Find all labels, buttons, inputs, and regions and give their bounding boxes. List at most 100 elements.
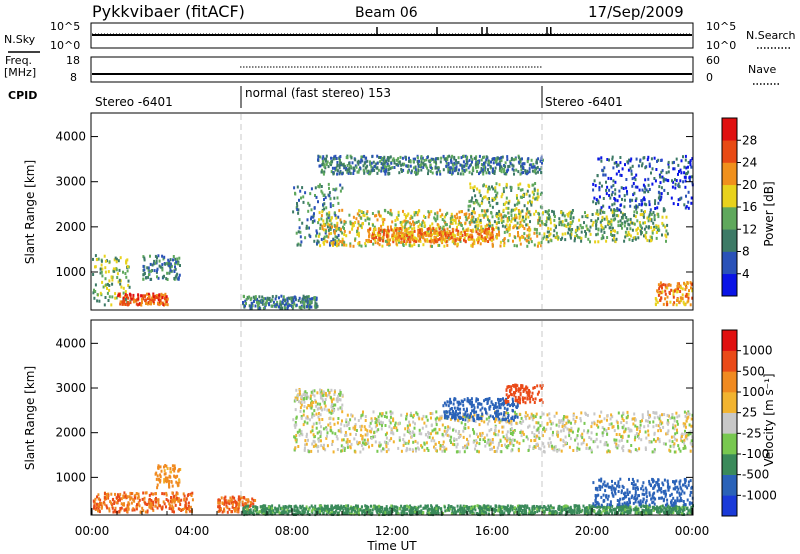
velocity-echo-cell xyxy=(180,508,183,512)
power-echo-cell xyxy=(501,192,504,196)
velocity-echo-cell xyxy=(426,509,429,513)
power-echo-cell xyxy=(498,209,501,213)
power-echo-cell xyxy=(627,218,630,222)
velocity-echo-cell xyxy=(622,505,625,509)
velocity-echo-cell xyxy=(389,511,392,515)
power-echo-cell xyxy=(533,212,536,216)
power-echo-cell xyxy=(380,166,383,170)
velocity-echo-cell xyxy=(397,512,400,516)
velocity-echo-cell xyxy=(160,469,163,473)
power-echo-cell xyxy=(492,161,495,165)
power-echo-cell xyxy=(487,168,489,172)
power-echo-cell xyxy=(352,223,355,227)
power-echo-cell xyxy=(689,163,692,167)
velocity-echo-cell xyxy=(627,511,630,515)
power-echo-cell xyxy=(606,236,609,239)
power-echo-cell xyxy=(521,195,523,199)
velocity-echo-cell xyxy=(419,510,422,514)
power-echo-cell xyxy=(495,212,498,215)
power-echo-cell xyxy=(328,213,331,217)
power-ylabel: Slant Range [km] xyxy=(23,160,37,264)
power-echo-cell xyxy=(500,159,503,163)
velocity-echo-cell xyxy=(166,479,169,483)
power-echo-cell xyxy=(368,233,371,237)
power-echo-cell xyxy=(395,216,398,220)
power-echo-cell xyxy=(330,163,332,167)
power-echo-cell xyxy=(339,227,342,231)
power-echo-cell xyxy=(430,166,433,170)
velocity-echo-cell xyxy=(110,492,113,496)
power-echo-cell xyxy=(366,210,369,214)
velocity-echo-cell xyxy=(171,500,174,504)
power-echo-cell xyxy=(471,172,474,176)
power-echo-cell xyxy=(491,169,494,173)
velocity-echo-cell xyxy=(618,505,621,509)
power-echo-cell xyxy=(506,155,509,159)
velocity-echo-cell xyxy=(339,508,342,512)
power-echo-cell xyxy=(175,260,178,264)
power-echo-cell xyxy=(634,199,637,203)
velocity-echo-cell xyxy=(387,510,390,514)
power-echo-cell xyxy=(417,234,420,238)
power-echo-cell xyxy=(386,156,389,160)
power-echo-cell xyxy=(640,232,643,236)
power-echo-cell xyxy=(323,165,326,169)
power-echo-cell xyxy=(677,282,680,286)
power-echo-cell xyxy=(348,161,351,165)
velocity-echo-cell xyxy=(440,509,443,513)
power-echo-cell xyxy=(484,224,487,228)
power-echo-cell xyxy=(512,208,514,212)
power-echo-cell xyxy=(116,272,119,276)
power-echo-cell xyxy=(333,223,336,227)
velocity-echo-cell xyxy=(219,499,221,503)
velocity-echo-cell xyxy=(557,507,560,511)
velocity-echo-cell xyxy=(301,512,304,516)
velocity-echo-cell xyxy=(269,508,272,512)
velocity-echo-cell xyxy=(97,493,100,497)
velocity-echo-cell xyxy=(494,504,497,508)
velocity-echo-cell xyxy=(446,508,449,512)
velocity-echo-cell xyxy=(528,507,531,511)
power-echo-cell xyxy=(446,211,449,215)
power-echo-cell xyxy=(448,154,451,158)
power-echo-cell xyxy=(597,157,600,161)
velocity-echo-cell xyxy=(422,506,425,510)
power-echo-cell xyxy=(372,160,375,164)
velocity-echo-cell xyxy=(137,501,140,505)
power-echo-cell xyxy=(513,172,515,176)
power-echo-cell xyxy=(147,295,150,299)
power-echo-cell xyxy=(148,293,151,297)
power-echo-cell xyxy=(389,167,392,171)
power-echo-cell xyxy=(363,214,366,218)
power-echo-cell xyxy=(266,296,269,300)
power-echo-cell xyxy=(154,254,157,258)
power-echo-cell xyxy=(592,182,595,186)
power-echo-cell xyxy=(455,228,458,232)
velocity-echo-cell xyxy=(614,507,617,511)
power-echo-cell xyxy=(349,171,352,175)
power-echo-cell xyxy=(599,211,602,215)
power-echo-cell xyxy=(150,269,153,273)
power-echo-cell xyxy=(608,222,611,226)
power-echo-cell xyxy=(592,200,595,204)
velocity-echo-cell xyxy=(191,498,194,502)
velocity-echo-cell xyxy=(424,504,427,508)
velocity-echo-cell xyxy=(155,471,158,475)
power-echo-cell xyxy=(605,188,608,192)
velocity-echo-cell xyxy=(250,511,252,515)
power-echo-cell xyxy=(590,219,593,223)
power-echo-cell xyxy=(406,234,408,238)
power-echo-cell xyxy=(413,226,416,230)
velocity-echo-cell xyxy=(126,495,129,499)
power-echo-cell xyxy=(488,197,490,200)
velocity-echo-cell xyxy=(549,510,552,514)
power-echo-cell xyxy=(415,237,418,241)
power-echo-cell xyxy=(454,166,457,170)
power-echo-cell xyxy=(477,202,480,206)
power-echo-cell xyxy=(343,243,346,247)
power-echo-cell xyxy=(561,220,564,224)
power-echo-cell xyxy=(603,166,606,170)
power-echo-cell xyxy=(269,299,272,303)
freq-right-tick-low: 0 xyxy=(706,71,713,84)
power-echo-cell xyxy=(610,208,613,212)
